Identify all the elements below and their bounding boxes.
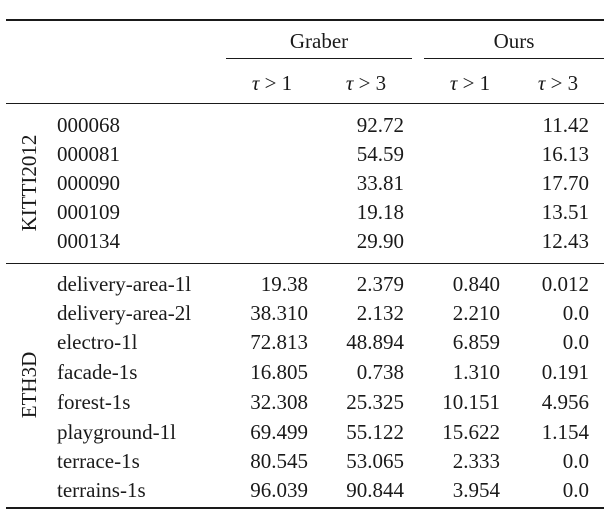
cell-graber-tau3: 2.132	[356, 301, 404, 325]
row-name: 000081	[57, 142, 120, 166]
cell-graber-tau1: 16.805	[250, 360, 308, 384]
cell-graber-tau3: 53.065	[346, 449, 404, 473]
cell-graber-tau3: 33.81	[356, 171, 404, 195]
cell-graber-tau1: 69.499	[250, 420, 308, 444]
cell-ours-tau3: 13.51	[541, 200, 589, 224]
cell-graber-tau3: 19.18	[356, 200, 404, 224]
cell-graber-tau1: 72.813	[250, 330, 308, 354]
row-name: delivery-area-1l	[57, 272, 192, 296]
cell-ours-tau3: 12.43	[541, 229, 589, 253]
cell-ours-tau1: 2.333	[452, 449, 500, 473]
cell-graber-tau3: 54.59	[356, 142, 404, 166]
cell-graber-tau1: 38.310	[250, 301, 308, 325]
subheader-ours-tau1: τ > 1	[449, 71, 491, 95]
cell-graber-tau3: 0.738	[356, 360, 404, 384]
row-name: playground-1l	[57, 420, 176, 444]
row-name: 000068	[57, 113, 120, 137]
cell-ours-tau3: 0.012	[541, 272, 589, 296]
cell-ours-tau3: 0.0	[562, 330, 589, 354]
cell-ours-tau3: 4.956	[541, 390, 589, 414]
row-name: electro-1l	[57, 330, 138, 354]
cell-graber-tau3: 29.90	[356, 229, 404, 253]
cell-ours-tau1: 2.210	[452, 301, 500, 325]
cell-ours-tau3: 0.0	[562, 449, 589, 473]
cell-graber-tau1: 19.38	[260, 272, 308, 296]
cell-graber-tau3: 90.844	[346, 478, 404, 502]
row-name: facade-1s	[57, 360, 138, 384]
row-name: terrains-1s	[57, 478, 146, 502]
cell-ours-tau1: 1.310	[452, 360, 500, 384]
cell-graber-tau1: 80.545	[250, 449, 308, 473]
bottom-rule	[6, 507, 604, 509]
section-label-eth3d: ETH3D	[17, 351, 41, 419]
cell-graber-tau3: 2.379	[356, 272, 404, 296]
section-label-kitti2012: KITTI2012	[17, 134, 41, 232]
row-name: 000134	[57, 229, 120, 253]
header-rule	[6, 103, 604, 104]
subheader-ours-tau3: τ > 3	[537, 71, 579, 95]
group-header-graber: Graber	[289, 29, 349, 53]
row-name: forest-1s	[57, 390, 131, 414]
cell-graber-tau3: 25.325	[346, 390, 404, 414]
cell-graber-tau3: 48.894	[346, 330, 404, 354]
row-name: terrace-1s	[57, 449, 140, 473]
cell-ours-tau3: 0.0	[562, 478, 589, 502]
row-name: delivery-area-2l	[57, 301, 192, 325]
row-name: 000109	[57, 200, 120, 224]
cell-ours-tau3: 0.0	[562, 301, 589, 325]
cell-graber-tau3: 92.72	[356, 113, 404, 137]
cell-ours-tau3: 11.42	[542, 113, 589, 137]
cell-ours-tau1: 0.840	[452, 272, 500, 296]
cell-graber-tau1: 32.308	[250, 390, 308, 414]
cell-graber-tau1: 96.039	[250, 478, 308, 502]
cell-ours-tau1: 6.859	[452, 330, 500, 354]
cell-ours-tau1: 10.151	[442, 390, 500, 414]
cell-ours-tau1: 3.954	[452, 478, 500, 502]
ours-underline	[424, 58, 604, 59]
cell-ours-tau3: 17.70	[541, 171, 589, 195]
cell-ours-tau3: 0.191	[541, 360, 589, 384]
graber-underline	[226, 58, 412, 59]
group-header-ours: Ours	[493, 29, 535, 53]
subheader-graber-tau1: τ > 1	[251, 71, 293, 95]
cell-ours-tau3: 16.13	[541, 142, 589, 166]
subheader-graber-tau3: τ > 3	[345, 71, 387, 95]
row-name: 000090	[57, 171, 120, 195]
cell-graber-tau3: 55.122	[346, 420, 404, 444]
cell-ours-tau1: 15.622	[442, 420, 500, 444]
top-rule	[6, 19, 604, 21]
section-rule	[6, 263, 604, 264]
cell-ours-tau3: 1.154	[541, 420, 589, 444]
